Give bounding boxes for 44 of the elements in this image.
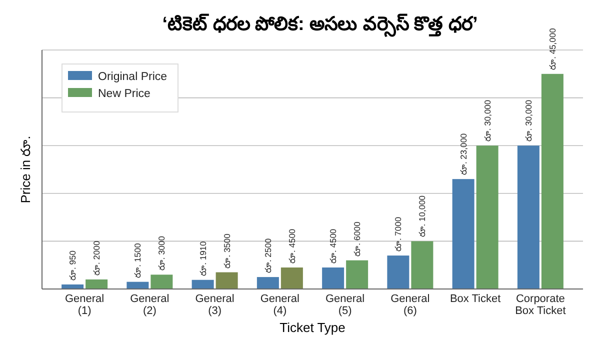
x-tick-label: Box Ticket — [450, 293, 501, 305]
x-tick-label: Corporate Box Ticket — [515, 293, 566, 317]
chart-title: ‘టికెట్ ధరల పోలిక: అసలు వర్సెస్ కొత్త ధర’ — [162, 13, 478, 37]
bar — [256, 277, 279, 289]
x-axis-title: Ticket Type — [280, 320, 346, 335]
bar — [216, 272, 238, 289]
bar — [86, 279, 108, 289]
bar — [322, 267, 344, 289]
bar — [541, 74, 564, 289]
bar — [192, 280, 214, 289]
data-label: రూ. 3500 — [222, 233, 232, 268]
data-label: రూ. 2000 — [92, 240, 102, 276]
bar — [411, 241, 434, 289]
x-tick-label: General (5) — [325, 293, 365, 317]
data-label: రూ. 30,000 — [482, 100, 492, 142]
x-tick-label: General (3) — [195, 293, 234, 317]
bar — [346, 260, 368, 289]
y-axis-title: Price in రూ. — [18, 136, 33, 204]
data-label: రూ. 4500 — [328, 228, 338, 264]
data-label: రూ. 6000 — [352, 221, 362, 256]
bar — [280, 267, 303, 289]
bar — [150, 274, 173, 289]
data-label: రూ. 45,000 — [547, 28, 558, 70]
data-label: రూ. 7000 — [393, 216, 404, 252]
legend-label: Original Price — [98, 71, 168, 83]
bar — [476, 146, 498, 289]
data-label: రూ. 950 — [68, 250, 78, 280]
bar — [126, 282, 149, 289]
data-label: రూ. 1910 — [198, 240, 208, 276]
data-label: రూ. 30,000 — [523, 100, 534, 142]
bar — [387, 256, 410, 289]
data-label: రూ. 2500 — [262, 238, 273, 274]
x-tick-label: General (4) — [260, 293, 300, 317]
x-tick-label: General (2) — [130, 293, 170, 317]
data-label: రూ. 1500 — [132, 242, 143, 278]
x-tick-label: General (6) — [390, 293, 430, 317]
x-tick-label: General (1) — [64, 293, 104, 317]
legend-label: New Price — [98, 88, 150, 100]
data-label: రూ. 4500 — [286, 228, 297, 264]
data-label: రూ. 23,000 — [458, 133, 468, 176]
data-label: రూ. 3000 — [156, 236, 167, 271]
data-label: రూ. 10,000 — [417, 195, 428, 238]
bar — [452, 179, 474, 289]
bar — [517, 146, 540, 289]
